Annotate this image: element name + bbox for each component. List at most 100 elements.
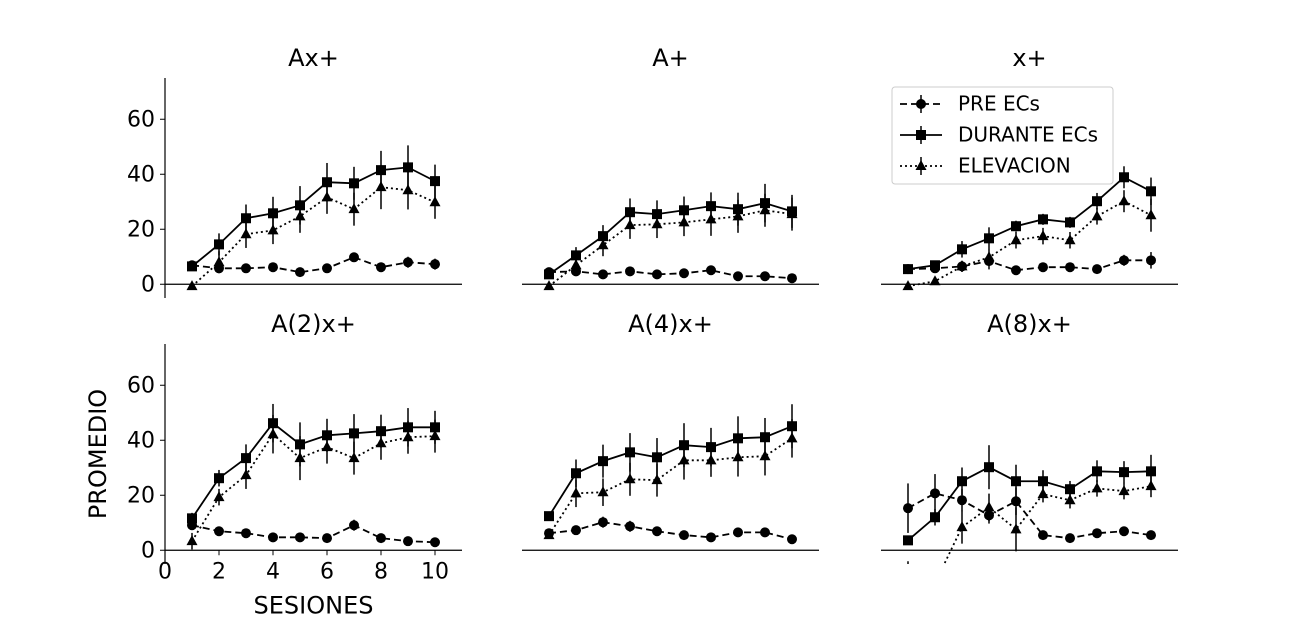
series-line <box>907 492 1152 540</box>
data-point <box>268 208 278 219</box>
data-point <box>1091 210 1103 221</box>
data-point <box>1064 234 1076 245</box>
data-point <box>652 526 662 537</box>
subplot-title: Ax+ <box>288 44 339 72</box>
data-point <box>348 452 360 463</box>
data-point <box>1011 221 1021 232</box>
data-point <box>349 428 359 439</box>
data-point <box>1118 195 1130 206</box>
legend-marker <box>916 130 926 140</box>
data-point <box>349 252 359 263</box>
data-point <box>241 528 251 539</box>
data-point <box>903 572 914 582</box>
data-point <box>268 262 278 273</box>
data-point <box>732 210 744 221</box>
data-point <box>1038 214 1048 225</box>
data-point <box>983 251 995 262</box>
data-point <box>930 488 940 499</box>
y-tick-label: 40 <box>127 428 155 453</box>
data-point <box>241 453 251 464</box>
data-point <box>1064 494 1076 505</box>
data-point <box>624 473 636 484</box>
y-axis-label: PROMEDIO <box>84 389 112 519</box>
data-point <box>213 491 225 502</box>
data-point <box>1092 528 1102 539</box>
x-axis-label: SESIONES <box>254 591 374 619</box>
data-point <box>1092 264 1102 275</box>
data-point <box>1065 533 1075 544</box>
plot-area <box>186 403 441 550</box>
data-point <box>1065 217 1075 228</box>
data-point <box>733 271 743 282</box>
subplot: x+ PRE ECs DURANTE ECs ELEVACION <box>881 44 1178 291</box>
data-point <box>214 473 224 484</box>
data-point <box>705 213 717 224</box>
data-point <box>240 469 252 480</box>
data-point <box>598 456 608 467</box>
data-point <box>403 536 413 547</box>
data-point <box>786 208 798 219</box>
data-point <box>625 447 635 458</box>
data-point <box>652 452 662 463</box>
subplot-title: A(8)x+ <box>987 310 1072 338</box>
data-point <box>403 257 413 268</box>
data-point <box>984 462 994 473</box>
data-point <box>597 239 609 250</box>
subplot: A(4)x+ <box>522 310 819 551</box>
data-point <box>571 468 581 479</box>
series-line <box>191 186 436 287</box>
y-tick-label: 40 <box>127 162 155 187</box>
data-point <box>706 532 716 543</box>
data-point <box>571 250 581 261</box>
data-point <box>430 259 440 270</box>
legend-marker <box>916 99 926 109</box>
data-point <box>403 162 413 173</box>
data-point <box>651 474 663 485</box>
data-point <box>679 268 689 279</box>
data-point <box>1119 172 1129 183</box>
series-line <box>548 209 793 287</box>
data-point <box>213 256 225 267</box>
x-tick-label: 2 <box>212 559 226 584</box>
series-line <box>191 432 436 542</box>
data-point <box>930 577 941 587</box>
series-line <box>943 485 1152 564</box>
data-point <box>322 533 332 544</box>
x-tick-label: 8 <box>374 559 388 584</box>
data-point <box>294 210 306 221</box>
data-point <box>214 526 224 537</box>
data-point <box>787 534 797 545</box>
data-point <box>705 454 717 465</box>
data-point <box>732 451 744 462</box>
data-point <box>267 224 279 235</box>
x-tick-label: 6 <box>320 559 334 584</box>
series-line <box>907 176 1152 271</box>
data-point <box>240 228 252 239</box>
series-line <box>907 200 1152 288</box>
data-point <box>597 486 609 497</box>
data-point <box>349 178 359 189</box>
subplot-title: A(4)x+ <box>628 310 713 338</box>
data-point <box>1092 196 1102 207</box>
plot-area <box>903 445 1157 587</box>
data-point <box>543 529 555 540</box>
data-point <box>706 265 716 276</box>
legend-label: PRE ECs <box>958 92 1040 116</box>
subplot: A+ <box>522 44 819 291</box>
data-point <box>956 521 968 532</box>
subplot: Ax+ 0 20 40 60 <box>127 44 462 298</box>
data-point <box>1145 209 1157 220</box>
data-point <box>1010 234 1022 245</box>
series-line <box>191 524 436 544</box>
data-point <box>267 428 279 439</box>
data-point <box>1038 262 1048 273</box>
data-point <box>930 260 940 271</box>
data-point <box>930 512 940 523</box>
x-tick-label: 4 <box>266 559 280 584</box>
data-point <box>957 244 967 255</box>
data-point <box>929 275 941 286</box>
y-tick-label: 20 <box>127 483 155 508</box>
data-point <box>402 431 414 442</box>
data-point <box>956 260 968 271</box>
data-point <box>1119 526 1129 537</box>
